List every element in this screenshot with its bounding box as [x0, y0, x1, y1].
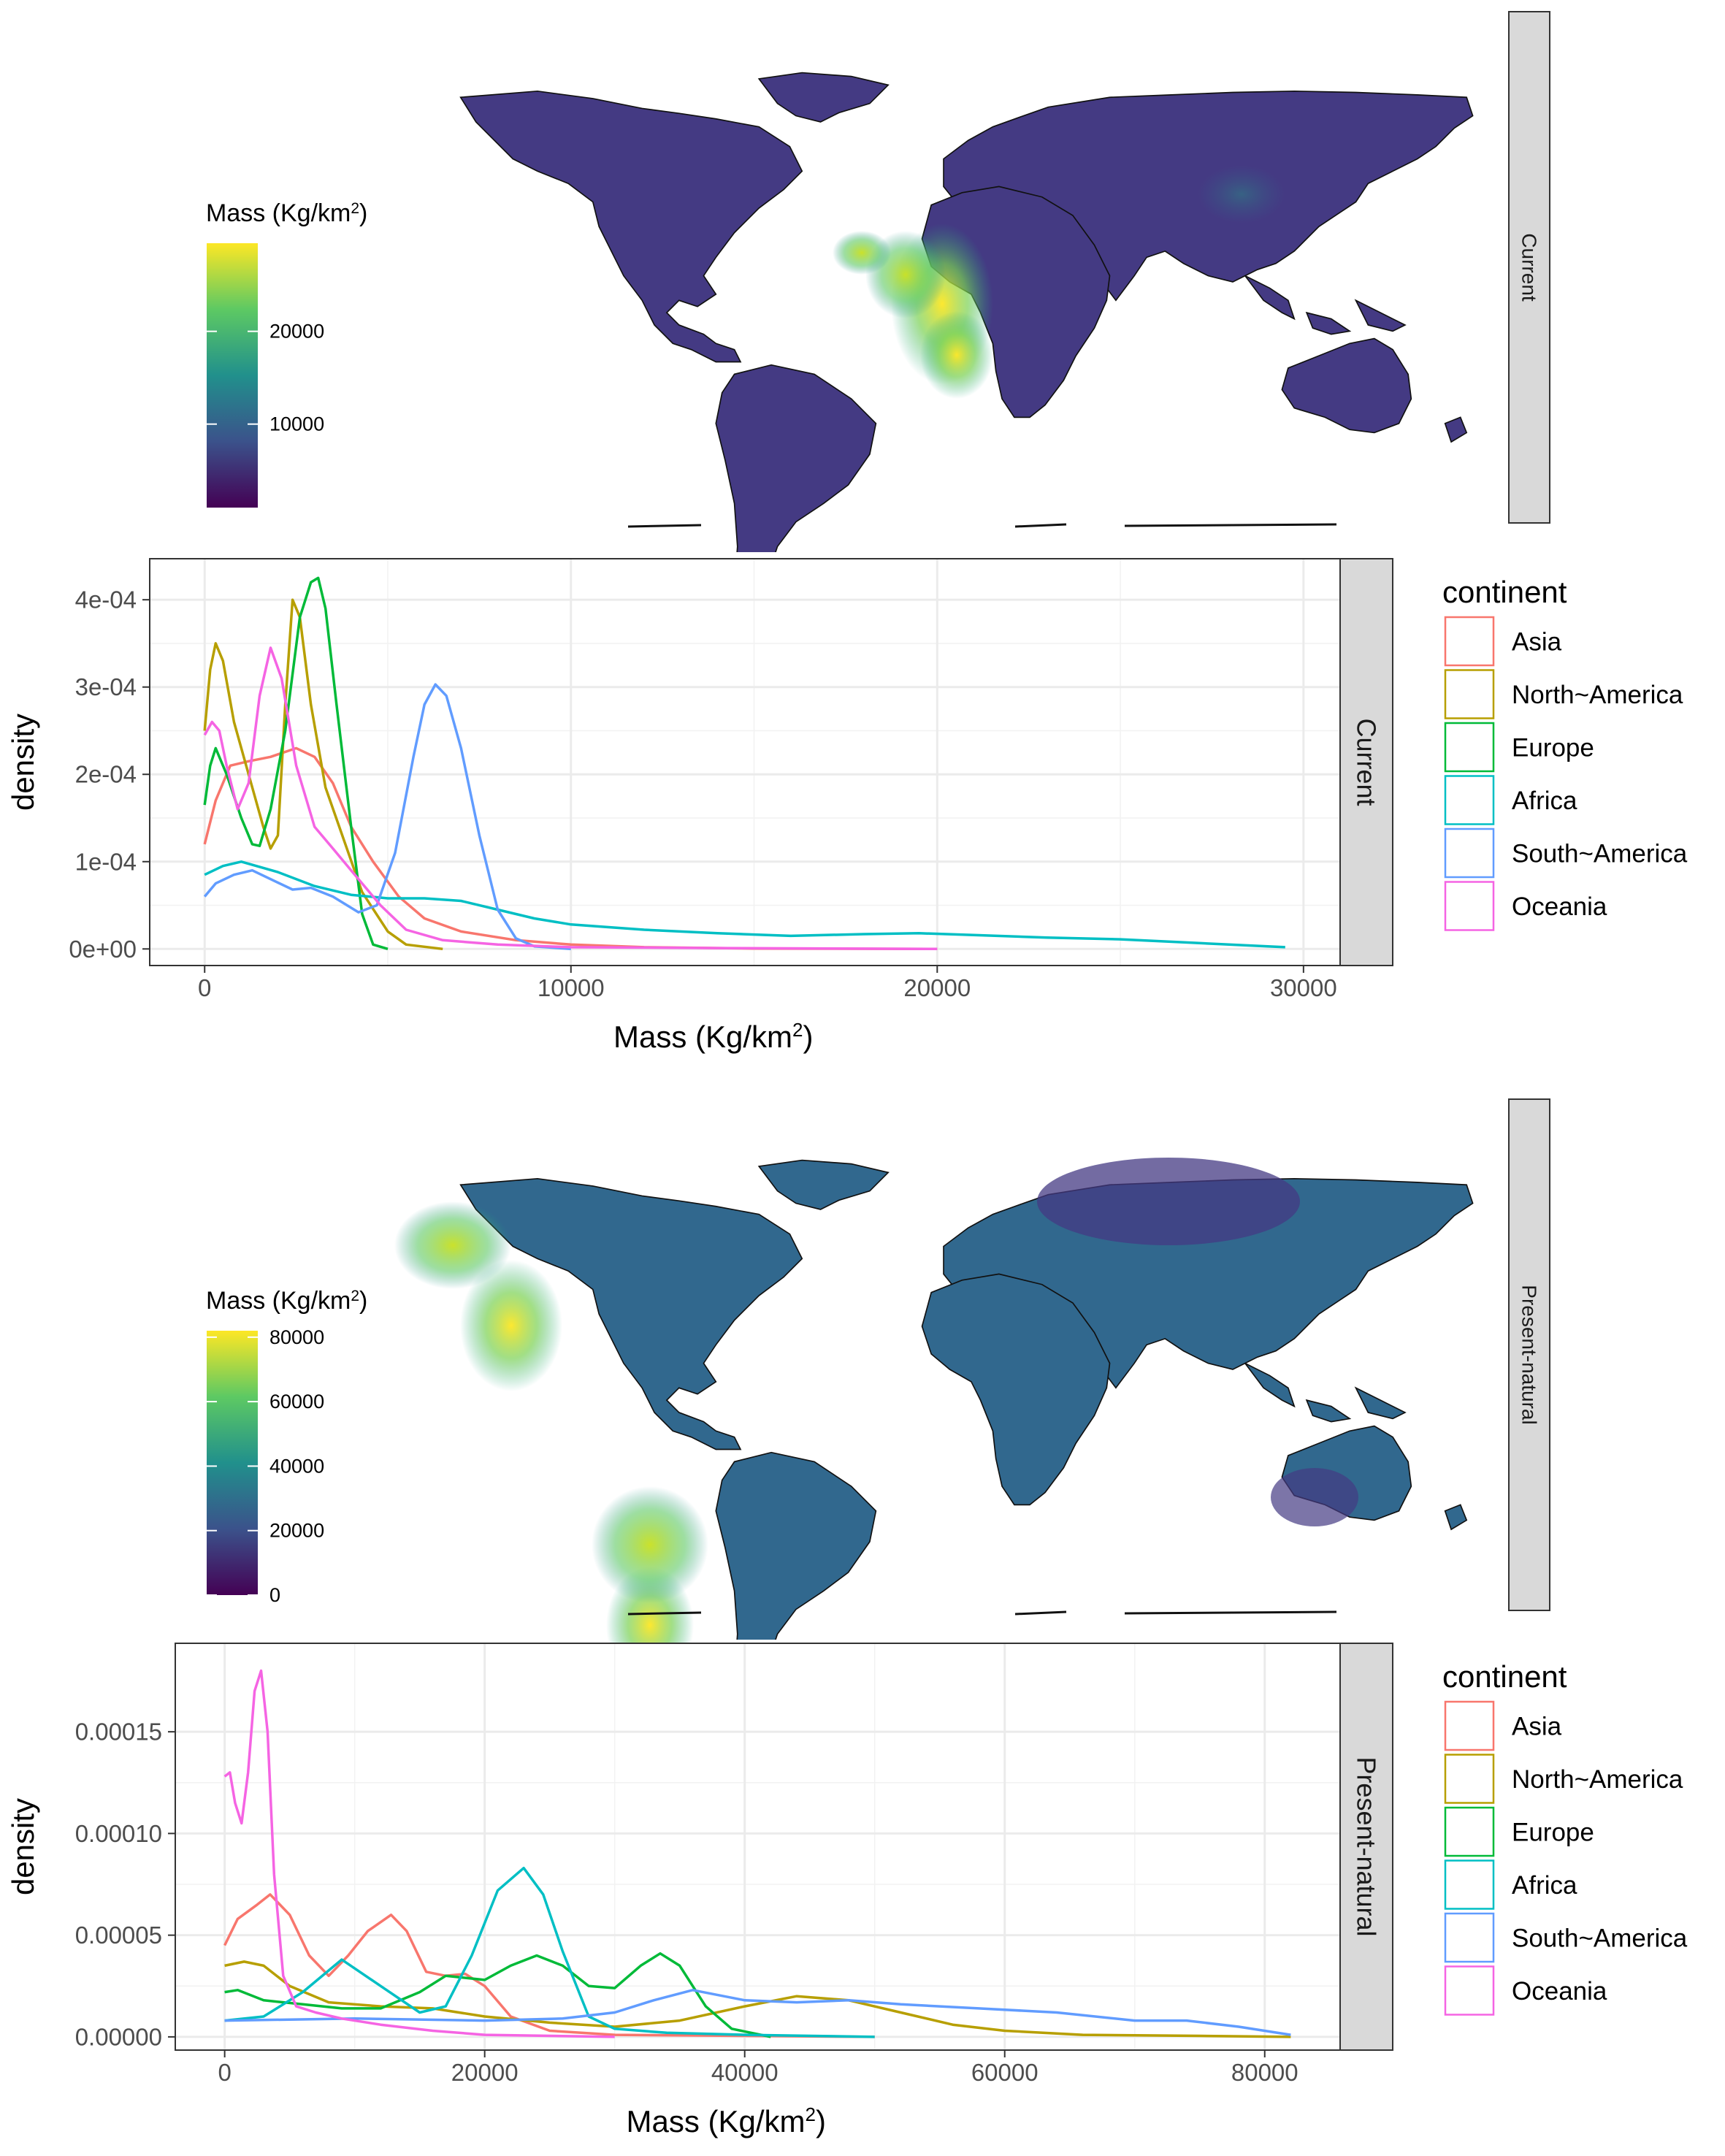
- x-tick-label: 30000: [1270, 974, 1337, 1001]
- legend-label: Oceania: [1512, 1977, 1607, 2006]
- high-mass-region: [833, 231, 891, 275]
- strip-label: Current: [1352, 718, 1382, 806]
- coastline: [627, 1610, 1337, 1616]
- y-tick-label: 1e-04: [75, 848, 137, 875]
- legend-key: [1444, 1965, 1495, 2016]
- y-tick-label: 0e+00: [69, 936, 137, 963]
- y-tick-label: 3e-04: [75, 673, 137, 700]
- x-tick-label: 60000: [971, 2059, 1039, 2086]
- density-current: 0 10000 20000 30000 0e+00 1e-04 2e-04 3e-04 4e-0…: [6, 558, 1688, 1054]
- plot-area: [150, 559, 1340, 966]
- strip-label-box: [1339, 558, 1393, 966]
- legend-key: [1444, 1912, 1495, 1963]
- coastline: [627, 523, 1337, 528]
- high-mass-region: [920, 311, 993, 399]
- x-tick-label: 0: [198, 974, 211, 1001]
- map-strip-label: Present-natural: [1518, 1285, 1541, 1424]
- x-tick-label: 40000: [711, 2059, 779, 2086]
- world-map: [459, 72, 1474, 552]
- series-line-south-america: [224, 1989, 1291, 2036]
- legend-label: Asia: [1512, 1713, 1562, 1741]
- x-axis-title: Mass (Kg/km2): [627, 2103, 827, 2138]
- colorbar-tick-label: 40000: [269, 1455, 324, 1477]
- colorbar-tick-label: 20000: [269, 321, 324, 343]
- legend-title: continent: [1442, 1659, 1567, 1694]
- x-tick-label: 80000: [1231, 2059, 1298, 2086]
- world-map: [394, 1158, 1474, 1683]
- colorbar-tick-label: 0: [269, 1584, 280, 1606]
- map-strip-label-box: [1508, 11, 1550, 524]
- series-line-europe: [203, 576, 389, 950]
- x-axis-title: Mass (Kg/km2): [613, 1019, 814, 1054]
- legend-title: continent: [1442, 575, 1567, 609]
- series-line-europe: [224, 1952, 771, 2038]
- x-tick-label: 20000: [903, 974, 971, 1001]
- legend-label: North~America: [1512, 681, 1683, 709]
- colorbar-tick-label: 80000: [269, 1326, 324, 1348]
- map-strip-label-box: [1508, 1098, 1550, 1611]
- legend-label: South~America: [1512, 1924, 1688, 1953]
- series-line-africa: [224, 1866, 875, 2038]
- plot-area: [175, 1643, 1340, 2050]
- y-tick-label: 0.00000: [75, 2023, 162, 2050]
- y-axis-title: density: [6, 1798, 40, 1895]
- legend-key: [1444, 1754, 1495, 1804]
- colorbar-tick-label: 20000: [269, 1520, 324, 1542]
- colorbar-title: Mass (Kg/km2): [206, 1287, 367, 1315]
- y-tick-label: 0.00010: [75, 1820, 162, 1847]
- colorbar-tick-label: 10000: [269, 413, 324, 435]
- x-tick-label: 20000: [451, 2059, 519, 2086]
- legend-key: [1444, 1700, 1495, 1751]
- legend-key: [1444, 775, 1495, 825]
- legend-key: [1444, 1859, 1495, 1910]
- legend-key: [1444, 669, 1495, 719]
- series-line-africa: [204, 860, 1285, 949]
- legend-label: Africa: [1512, 787, 1577, 815]
- high-mass-region: [460, 1260, 562, 1391]
- series-line-north-america: [224, 1960, 1291, 2038]
- strip-label: Present-natural: [1352, 1756, 1382, 1936]
- legend-key: [1444, 827, 1495, 879]
- series-line-south-america: [203, 683, 571, 951]
- legend-key: [1444, 722, 1495, 773]
- y-tick-label: 0.00015: [75, 1719, 162, 1746]
- legend-label: Africa: [1512, 1871, 1577, 1900]
- series-line-asia: [223, 1893, 875, 2038]
- y-tick-label: 0.00005: [75, 1922, 162, 1949]
- legend: continent Asia North~America Europe Africa So…: [1442, 1659, 1688, 2016]
- legend-label: Europe: [1512, 1819, 1594, 1847]
- strip-label-box: [1339, 1643, 1393, 2051]
- y-axis-title: density: [6, 714, 40, 811]
- series-line-oceania: [223, 1669, 615, 2038]
- legend-label: North~America: [1512, 1765, 1683, 1794]
- colorbar: [207, 243, 258, 508]
- low-mass-region: [1037, 1158, 1300, 1245]
- y-tick-label: 2e-04: [75, 761, 137, 788]
- density-present-natural: 0 20000 40000 60000 80000 0.00000 0.00005 0.000…: [6, 1643, 1688, 2138]
- legend-label: South~America: [1512, 840, 1688, 868]
- colorbar: [207, 1331, 258, 1595]
- colorbar-tick-label: 60000: [269, 1391, 324, 1413]
- mid-mass-region: [1198, 165, 1285, 223]
- x-tick-label: 10000: [538, 974, 605, 1001]
- x-tick-label: 0: [218, 2059, 231, 2086]
- legend-label: Asia: [1512, 628, 1562, 657]
- colorbar-title: Mass (Kg/km2): [206, 199, 367, 227]
- y-tick-label: 4e-04: [75, 586, 137, 613]
- legend-label: Oceania: [1512, 892, 1607, 921]
- high-mass-region: [592, 1486, 708, 1603]
- low-mass-region: [1271, 1468, 1358, 1526]
- legend-key: [1444, 616, 1495, 667]
- map-strip-label: Current: [1518, 233, 1541, 302]
- legend-label: Europe: [1512, 734, 1594, 762]
- high-mass-region: [394, 1201, 511, 1289]
- map-current: Mass (Kg/km2) 10000 20000 Current: [206, 11, 1550, 552]
- legend-key: [1444, 1806, 1495, 1857]
- series-line-oceania: [203, 646, 938, 951]
- map-present-natural: Mass (Kg/km2) 0 20000 40000 60000 80000 Presen…: [206, 1098, 1550, 1683]
- legend-key: [1444, 881, 1495, 931]
- legend: continent Asia North~America Europe Africa So…: [1442, 575, 1688, 931]
